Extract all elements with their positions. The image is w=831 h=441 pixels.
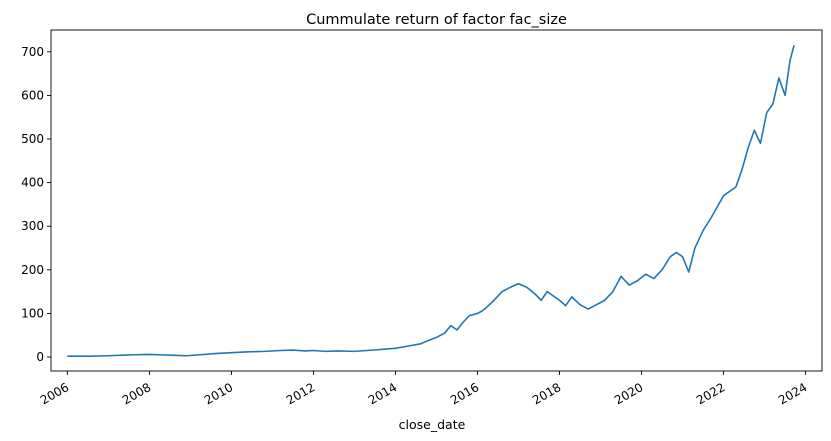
y-tick-label: 400 [21,176,44,190]
plot-background [51,30,822,371]
x-tick-label: 2012 [284,380,317,407]
y-axis-ticks: 0 100 200 300 400 500 600 700 [21,45,51,364]
x-tick-label: 2022 [694,380,727,407]
chart-title: Cummulate return of factor fac_size [306,12,567,28]
y-tick-label: 700 [21,45,44,59]
series-line-0 [67,45,795,357]
y-tick-label: 600 [21,88,44,102]
x-tick-label: 2010 [202,380,235,407]
x-axis-label: close_date [399,417,466,432]
y-tick-label: 0 [36,350,44,364]
y-tick-label: 300 [21,219,44,233]
x-tick-label: 2006 [38,380,71,407]
x-tick-label: 2016 [448,380,481,407]
x-tick-label: 2018 [530,380,563,407]
x-tick-label: 2008 [120,380,153,407]
y-tick-label: 200 [21,263,44,277]
y-tick-label: 500 [21,132,44,146]
x-axis-ticks: 2006 2008 2010 2012 2014 2016 2018 2020 2022 2024 [38,371,809,407]
plot-frame [50,29,823,372]
series-layer [67,45,795,357]
y-tick-label: 100 [21,306,44,320]
x-tick-label: 2024 [776,380,809,407]
x-tick-label: 2020 [612,380,645,407]
x-tick-label: 2014 [366,380,399,407]
